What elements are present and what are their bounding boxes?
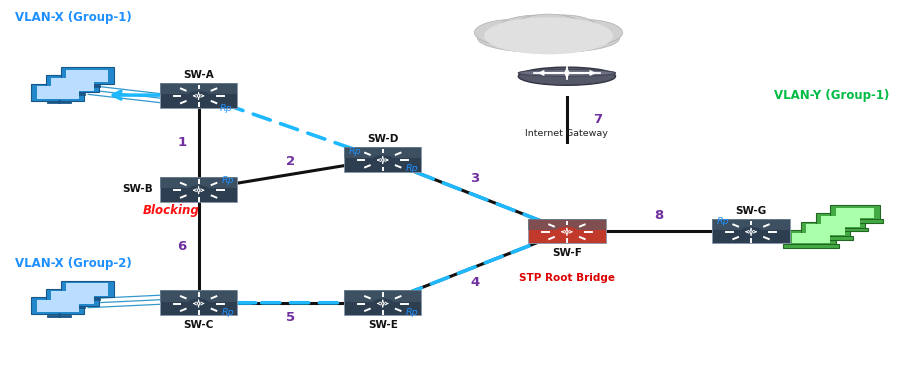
Text: Internet Gateway: Internet Gateway	[525, 129, 608, 138]
FancyBboxPatch shape	[160, 177, 237, 188]
Text: SW-G: SW-G	[736, 205, 767, 216]
FancyBboxPatch shape	[528, 219, 605, 243]
Text: Rp: Rp	[406, 308, 418, 317]
Ellipse shape	[519, 69, 616, 77]
Text: 3: 3	[470, 172, 479, 185]
FancyBboxPatch shape	[46, 75, 99, 92]
FancyBboxPatch shape	[31, 84, 85, 101]
Ellipse shape	[545, 19, 623, 46]
Ellipse shape	[499, 15, 574, 39]
FancyBboxPatch shape	[160, 290, 237, 315]
Circle shape	[373, 299, 393, 308]
Circle shape	[188, 92, 209, 100]
FancyBboxPatch shape	[37, 300, 79, 312]
FancyBboxPatch shape	[713, 219, 790, 243]
FancyBboxPatch shape	[52, 78, 93, 91]
FancyBboxPatch shape	[830, 205, 880, 220]
FancyBboxPatch shape	[66, 70, 108, 82]
FancyBboxPatch shape	[813, 228, 868, 232]
Circle shape	[557, 227, 577, 236]
Text: Rp: Rp	[222, 308, 234, 317]
FancyBboxPatch shape	[792, 233, 830, 243]
Circle shape	[188, 186, 209, 194]
Text: SW-F: SW-F	[552, 248, 581, 258]
FancyBboxPatch shape	[66, 283, 108, 296]
Circle shape	[741, 227, 761, 236]
FancyBboxPatch shape	[344, 147, 422, 172]
Circle shape	[373, 156, 393, 164]
FancyBboxPatch shape	[816, 213, 865, 229]
Text: SW-A: SW-A	[184, 70, 214, 80]
FancyBboxPatch shape	[798, 236, 853, 240]
Circle shape	[188, 299, 209, 308]
FancyBboxPatch shape	[528, 219, 605, 230]
Text: VLAN-X (Group-2): VLAN-X (Group-2)	[15, 257, 131, 269]
FancyBboxPatch shape	[801, 222, 850, 237]
FancyBboxPatch shape	[160, 83, 237, 94]
FancyBboxPatch shape	[31, 297, 85, 314]
Text: 1: 1	[177, 136, 186, 149]
FancyBboxPatch shape	[344, 290, 422, 315]
Text: SW-B: SW-B	[122, 185, 152, 194]
Text: 8: 8	[654, 210, 664, 222]
FancyBboxPatch shape	[61, 67, 114, 84]
Text: Blocking: Blocking	[143, 204, 199, 217]
FancyBboxPatch shape	[828, 219, 882, 223]
Text: 2: 2	[286, 155, 295, 168]
FancyBboxPatch shape	[807, 224, 845, 235]
Text: Rp: Rp	[717, 217, 730, 226]
FancyBboxPatch shape	[160, 177, 237, 202]
FancyBboxPatch shape	[160, 290, 237, 302]
FancyBboxPatch shape	[37, 86, 79, 99]
Text: STP Root Bridge: STP Root Bridge	[519, 273, 615, 283]
Text: 5: 5	[286, 312, 295, 324]
Ellipse shape	[474, 19, 552, 46]
Text: Rp: Rp	[222, 175, 234, 185]
Text: 4: 4	[470, 276, 479, 288]
Text: VLAN-Y (Group-1): VLAN-Y (Group-1)	[774, 89, 890, 102]
Text: Rp: Rp	[349, 147, 362, 156]
FancyBboxPatch shape	[786, 230, 835, 245]
Text: SW-E: SW-E	[368, 320, 398, 330]
Text: Rp: Rp	[406, 164, 418, 173]
FancyBboxPatch shape	[52, 291, 93, 304]
Ellipse shape	[516, 14, 581, 36]
FancyBboxPatch shape	[61, 280, 114, 298]
FancyBboxPatch shape	[46, 289, 99, 306]
Text: SW-C: SW-C	[184, 320, 214, 330]
Ellipse shape	[529, 15, 596, 38]
FancyBboxPatch shape	[160, 83, 237, 108]
FancyBboxPatch shape	[784, 244, 838, 248]
Ellipse shape	[477, 24, 619, 53]
Ellipse shape	[519, 67, 616, 85]
FancyBboxPatch shape	[835, 208, 874, 218]
Ellipse shape	[484, 17, 613, 54]
Text: 6: 6	[177, 240, 186, 253]
FancyBboxPatch shape	[713, 219, 790, 230]
Text: Rp: Rp	[220, 104, 233, 113]
Text: SW-D: SW-D	[367, 134, 399, 144]
Text: 7: 7	[593, 113, 602, 126]
FancyBboxPatch shape	[344, 290, 422, 302]
Text: VLAN-X (Group-1): VLAN-X (Group-1)	[15, 11, 131, 24]
FancyBboxPatch shape	[821, 216, 859, 227]
FancyBboxPatch shape	[344, 147, 422, 158]
